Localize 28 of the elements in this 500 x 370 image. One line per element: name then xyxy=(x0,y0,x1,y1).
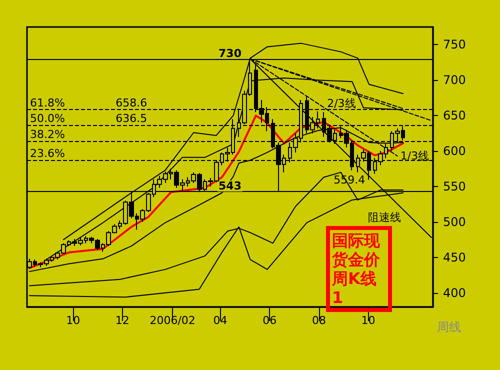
annotation: 61.8% xyxy=(30,96,65,110)
annotation: 658.6 xyxy=(116,96,148,110)
annotation: 阻速线 xyxy=(368,210,402,224)
y-tick-label: 450 xyxy=(443,250,466,264)
y-tick-label: 550 xyxy=(443,179,466,194)
y-tick-label: 700 xyxy=(443,73,466,88)
y-tick-label: 750 xyxy=(443,38,466,52)
y-tick-label: 600 xyxy=(443,144,466,158)
y-tick-label: 650 xyxy=(443,108,466,123)
annotation: 23.6% xyxy=(30,147,65,160)
x-tick-label: 08 xyxy=(312,314,326,327)
x-tick-label: 06 xyxy=(262,314,277,327)
ref-line-label: 730 xyxy=(218,46,242,60)
x-tick-label: 12 xyxy=(115,314,130,327)
x-tick-label: 04 xyxy=(213,314,228,327)
annotation: 636.5 xyxy=(116,112,148,126)
ref-line-label: 543 xyxy=(218,179,242,192)
x-tick-label: 10 xyxy=(361,314,376,327)
y-tick-label: 500 xyxy=(443,214,466,229)
annotation: 2/3线 xyxy=(327,96,356,110)
y-tick-label: 400 xyxy=(443,286,466,300)
x-tick-label: 10 xyxy=(66,314,80,327)
x-axis-title: 周线 xyxy=(437,320,461,334)
text: 国际现货金价周K线1 xyxy=(331,231,381,307)
annotation: 38.2% xyxy=(30,128,65,141)
annotation: 1/3线 xyxy=(400,150,430,163)
annotation: 50.0% xyxy=(30,112,65,126)
x-tick-label: 2006/02 xyxy=(150,314,196,327)
